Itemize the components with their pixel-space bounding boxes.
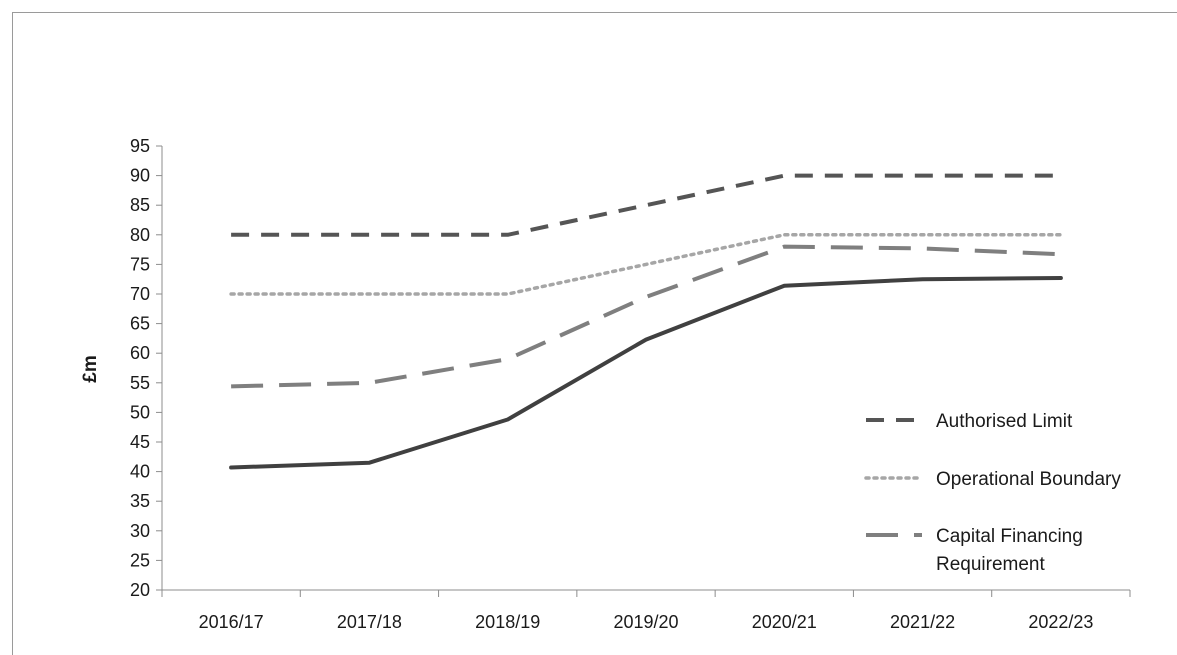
- y-axis-title: £m: [80, 355, 101, 382]
- y-tick-label: 95: [130, 136, 150, 156]
- legend: Authorised Limit Operational Boundary Capi…: [864, 411, 1121, 575]
- x-tick-label: 2020/21: [752, 612, 817, 632]
- y-tick-label: 75: [130, 254, 150, 274]
- y-tick-label: 50: [130, 402, 150, 422]
- x-tick-label: 2018/19: [475, 612, 540, 632]
- y-tick-label: 55: [130, 373, 150, 393]
- y-tick-label: 70: [130, 284, 150, 304]
- series-lines: [229, 173, 1063, 470]
- series-line-capital-financing-requirement: [231, 244, 1061, 389]
- legend-label: Capital Financing: [936, 526, 1083, 547]
- y-tick-label: 80: [130, 225, 150, 245]
- y-tick-label: 35: [130, 491, 150, 511]
- y-tick-label: 20: [130, 580, 150, 600]
- x-tick-label: 2016/17: [199, 612, 264, 632]
- chart-frame: [12, 12, 1177, 655]
- series-line-authorised-limit: [231, 173, 1061, 237]
- y-tick-label: 40: [130, 462, 150, 482]
- y-tick-label: 90: [130, 166, 150, 186]
- legend-label: Requirement: [936, 554, 1045, 575]
- x-axis: 2016/17 2017/18 2018/19 2019/20 2020/21 2021/…: [161, 589, 1131, 632]
- y-tick-label: 25: [130, 550, 150, 570]
- y-axis: 20 25 30 35 40 45 50 55 60 65 70 75 80 85 90 95: [130, 136, 163, 600]
- x-tick-label: 2017/18: [337, 612, 402, 632]
- series-line-4: [229, 276, 1063, 470]
- x-tick-label: 2021/22: [890, 612, 955, 632]
- x-tick-label: 2022/23: [1028, 612, 1093, 632]
- y-tick-label: 65: [130, 314, 150, 334]
- legend-label: Authorised Limit: [936, 411, 1073, 432]
- y-tick-label: 60: [130, 343, 150, 363]
- y-tick-label: 30: [130, 521, 150, 541]
- series-line-operational-boundary: [229, 233, 1063, 296]
- legend-label: Operational Boundary: [936, 469, 1121, 490]
- y-tick-label: 45: [130, 432, 150, 452]
- y-tick-label: 85: [130, 195, 150, 215]
- x-tick-label: 2019/20: [613, 612, 678, 632]
